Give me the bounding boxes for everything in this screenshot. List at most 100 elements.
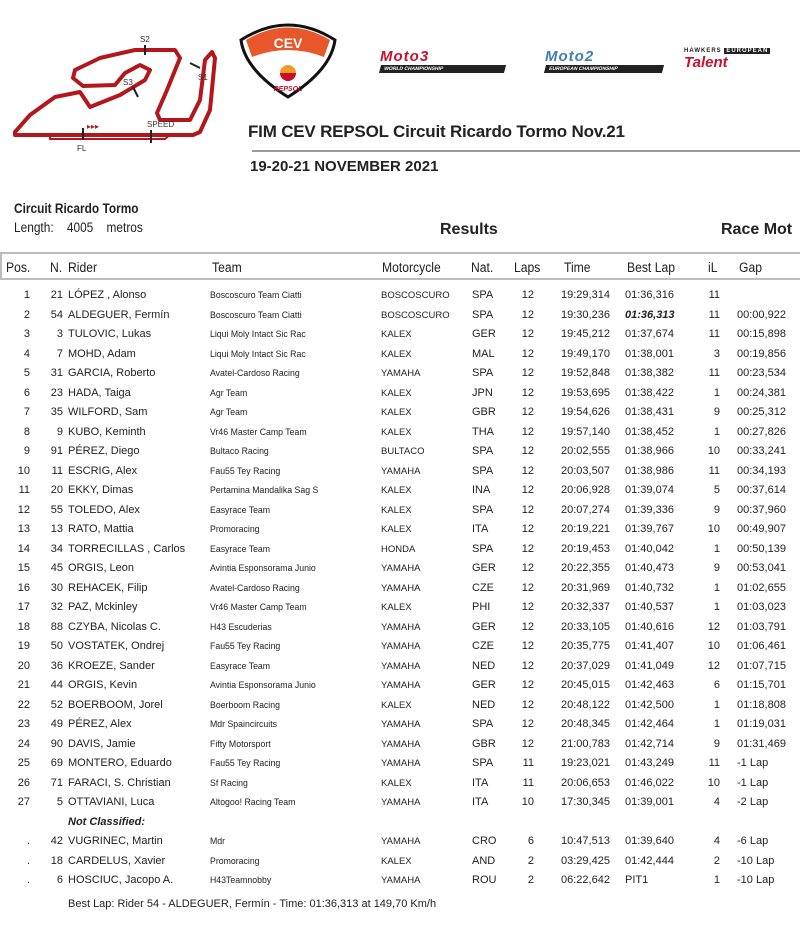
- cell-il: 2: [713, 854, 720, 867]
- cell-time: 20:35,775: [561, 640, 610, 652]
- cell-time: 20:32,337: [561, 601, 610, 613]
- table-row: 3 3 TULOVIC, Lukas Liqui Moly Intact Sic Ra…: [0, 328, 800, 347]
- cell-il: 11: [708, 367, 720, 379]
- cell-gap: 00:33,241: [737, 445, 786, 457]
- table-row: 21 44 ORGIS, Kevin Avintia Esponsorama Juni…: [0, 679, 800, 698]
- col-motorcycle: Motorcycle: [382, 260, 441, 275]
- cell-pos: 26: [17, 776, 30, 789]
- cell-time: 03:29,425: [561, 854, 610, 867]
- table-row: . 42 VUGRINEC, Martin Mdr YAMAHA CRO 6 10:47,51…: [0, 835, 800, 854]
- table-row: . 18 CARDELUS, Xavier Promoracing KALEX AND 2 0…: [0, 855, 800, 874]
- cell-il: 9: [713, 406, 720, 418]
- cell-best: 01:39,336: [625, 503, 674, 516]
- cell-pos: 19: [17, 640, 30, 652]
- cell-team: Mdr Spaincircuits: [210, 719, 278, 730]
- cell-time: 19:45,212: [561, 328, 610, 340]
- cell-best: 01:40,732: [625, 581, 674, 594]
- cell-nat: GER: [472, 679, 496, 691]
- cell-time: 19:29,314: [561, 289, 610, 301]
- cell-nat: PHI: [472, 601, 491, 613]
- cell-num: 18: [50, 854, 63, 867]
- cell-moto: YAMAHA: [381, 368, 421, 379]
- cell-pos: 4: [23, 347, 30, 360]
- cell-best: 01:38,382: [625, 367, 674, 379]
- table-row: 10 11 ESCRIG, Alex Fau55 Tey Racing YAMAHA SP…: [0, 465, 800, 484]
- cell-moto: YAMAHA: [381, 758, 421, 769]
- cell-team: Bultaco Racing: [210, 446, 269, 457]
- table-row: 19 50 VOSTATEK, Ondrej Fau55 Tey Racing YAMA…: [0, 640, 800, 659]
- cell-rider: PAZ, Mckinley: [68, 601, 138, 613]
- cell-best: 01:42,463: [625, 679, 674, 691]
- col-gap: Gap: [739, 260, 762, 275]
- cell-nat: NED: [472, 659, 496, 672]
- cell-best: 01:41,049: [625, 659, 674, 672]
- cell-rider: BOERBOOM, Jorel: [68, 698, 163, 711]
- cell-pos: 10: [17, 464, 30, 477]
- cell-laps: 12: [521, 620, 534, 633]
- cell-gap: 00:23,534: [737, 367, 786, 379]
- cell-moto: YAMAHA: [381, 660, 421, 672]
- col-time: Time: [564, 260, 591, 275]
- cev-repsol-logo: CEV REPSOL: [239, 23, 337, 99]
- cell-gap: 00:53,041: [737, 562, 786, 574]
- table-row: 14 34 TORRECILLAS , Carlos Easyrace Team HON…: [0, 543, 800, 562]
- cell-moto: YAMAHA: [381, 563, 421, 574]
- cell-team: Avintia Esponsorama Junio: [210, 563, 316, 574]
- cell-gap: -6 Lap: [737, 835, 769, 847]
- cell-team: Vr46 Master Camp Team: [210, 602, 307, 613]
- cell-moto: KALEX: [381, 777, 412, 789]
- cell-pos: 17: [17, 601, 30, 613]
- cell-laps: 12: [521, 425, 534, 438]
- track-label-s1: S1: [198, 73, 208, 82]
- event-date: 19-20-21 NOVEMBER 2021: [250, 158, 439, 175]
- cell-nat: CZE: [472, 581, 494, 594]
- cell-rider: HADA, Taiga: [68, 386, 131, 399]
- cell-moto: YAMAHA: [381, 465, 421, 477]
- cell-time: 20:06,928: [561, 484, 610, 496]
- cell-time: 19:57,140: [561, 425, 610, 438]
- col-nat: Nat.: [471, 260, 494, 275]
- cell-num: 21: [50, 289, 63, 301]
- cell-num: 6: [56, 874, 63, 886]
- cell-gap: -10 Lap: [737, 874, 775, 886]
- col-il: iL: [708, 260, 718, 275]
- table-row: 20 36 KROEZE, Sander Easyrace Team YAMAHA NED…: [0, 660, 800, 679]
- cell-num: 91: [50, 445, 63, 457]
- cell-num: 3: [56, 328, 63, 340]
- track-label-speed: SPEED: [147, 120, 174, 129]
- cell-laps: 12: [521, 640, 534, 652]
- cell-time: 20:19,221: [561, 523, 610, 535]
- cell-gap: 00:50,139: [737, 542, 786, 555]
- cell-moto: KALEX: [381, 426, 412, 438]
- cell-il: 9: [713, 562, 720, 574]
- cell-il: 11: [708, 464, 720, 477]
- cell-nat: NED: [472, 698, 496, 711]
- cell-rider: TORRECILLAS , Carlos: [68, 542, 186, 555]
- cell-time: 19:49,170: [561, 347, 610, 360]
- table-row: 27 5 OTTAVIANI, Luca Altogoo! Racing Team YA…: [0, 796, 800, 815]
- cell-moto: KALEX: [381, 348, 412, 360]
- cell-num: 45: [50, 562, 63, 574]
- cell-time: 20:31,969: [561, 581, 610, 594]
- cell-il: 1: [713, 601, 720, 613]
- cell-pos: 22: [17, 698, 30, 711]
- cell-nat: GBR: [472, 406, 496, 418]
- cell-team: Fau55 Tey Racing: [210, 758, 281, 769]
- cell-best: 01:37,674: [625, 328, 674, 340]
- length-value: 4005: [66, 220, 94, 235]
- cell-pos: 8: [23, 425, 30, 438]
- cell-num: 31: [50, 367, 63, 379]
- cell-pos: 5: [23, 367, 30, 379]
- cell-time: 20:33,105: [561, 620, 610, 633]
- cell-laps: 12: [521, 562, 534, 574]
- cell-pos: 24: [17, 737, 30, 750]
- track-label-s2: S2: [140, 35, 150, 44]
- cell-best: 01:38,452: [625, 425, 674, 438]
- cell-team: Altogoo! Racing Team: [210, 797, 296, 808]
- cell-team: Avatel-Cardoso Racing: [210, 582, 300, 594]
- cell-rider: ESCRIG, Alex: [68, 464, 138, 477]
- col-laps: Laps: [514, 260, 541, 275]
- cell-laps: 12: [521, 601, 534, 613]
- col-pos: Pos.: [6, 260, 31, 275]
- cell-num: 9: [56, 425, 63, 438]
